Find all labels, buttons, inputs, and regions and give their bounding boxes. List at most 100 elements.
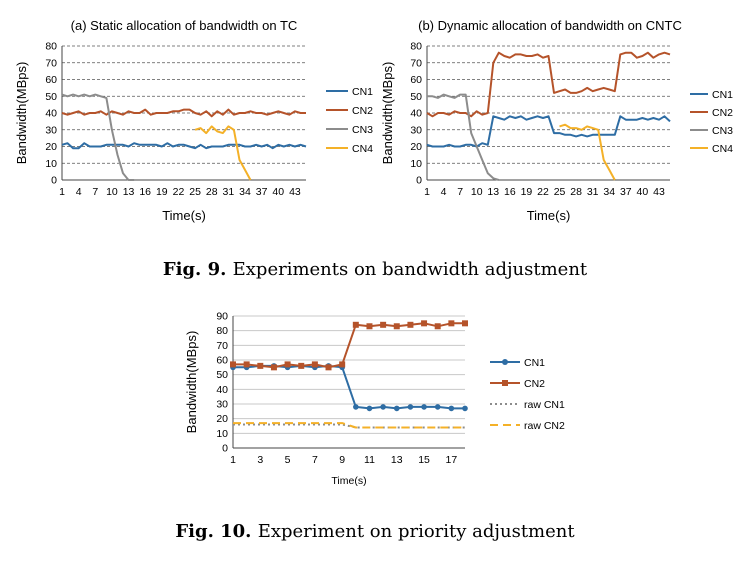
chart-c-xtick-label: 1	[230, 454, 236, 466]
chart-c-series-cn2-point	[230, 361, 236, 368]
chart-a-ylabel: Bandwidth(MBps)	[14, 62, 29, 165]
chart-c-xtick-label: 9	[339, 454, 345, 466]
chart-c-series-cn2-point	[298, 362, 305, 369]
chart-c-ytick-label: 10	[216, 428, 228, 440]
chart-a-ytick-label: 80	[45, 41, 57, 53]
chart-c-series-raw-cn1-line	[233, 423, 465, 429]
chart-a-xtick-label: 13	[123, 186, 135, 198]
chart-b-xtick-label: 10	[471, 186, 483, 198]
chart-c-xtick-label: 3	[257, 454, 263, 466]
chart-a-legend-cn1-label: CN1	[352, 86, 373, 98]
chart-c-legend-cn1-marker	[502, 359, 508, 365]
chart-b-series-cn4-line	[559, 123, 616, 181]
chart-c-series-cn2-point	[284, 361, 291, 368]
chart-b-xtick-label: 13	[487, 186, 499, 198]
chart-b-xtick-label: 25	[554, 186, 566, 198]
chart-a-xtick-label: 31	[223, 186, 235, 198]
chart-c-series-cn2-point	[325, 364, 332, 371]
chart-c-ytick-label: 50	[216, 369, 228, 381]
chart-b-legend-cn4-label: CN4	[712, 143, 733, 155]
chart-a-title: (a) Static allocation of bandwidth on TC	[71, 18, 298, 33]
chart-a-xtick-label: 10	[106, 186, 118, 198]
chart-a-ytick-label: 60	[45, 74, 57, 86]
chart-b-ytick-label: 50	[410, 91, 422, 103]
chart-b-legend-cn2-label: CN2	[712, 107, 733, 119]
chart-c-series-cn2-point	[421, 320, 428, 327]
chart-c-series-cn2-point	[448, 320, 455, 327]
chart-a-xtick-label: 7	[92, 186, 98, 198]
chart-c-ytick-label: 20	[216, 413, 228, 425]
chart-c-xtick-label: 17	[446, 454, 458, 466]
chart-a-series-cn1-line	[61, 142, 307, 150]
chart-c-series-cn1-point	[380, 404, 386, 410]
chart-a-xlabel: Time(s)	[162, 208, 206, 223]
chart-c-series-cn1-point	[462, 405, 468, 412]
chart-c-series-cn2-point	[462, 320, 468, 327]
chart-c-ytick-label: 30	[216, 399, 228, 411]
chart-b-xlabel: Time(s)	[527, 208, 571, 223]
chart-c-series-cn2-point	[339, 361, 346, 368]
chart-c-series-cn2-point	[352, 321, 359, 328]
chart-c-xtick-label: 5	[285, 454, 291, 466]
chart-a-xtick-label: 43	[289, 186, 301, 198]
chart-a-series-cn2-line	[61, 108, 306, 118]
chart-c-series-cn2-point	[434, 323, 441, 330]
chart-a-ytick-label: 30	[45, 124, 57, 136]
chart-c-xtick-label: 15	[418, 454, 430, 466]
fig10-caption-label: Fig. 10.	[175, 521, 258, 542]
chart-a-xtick-label: 4	[76, 186, 82, 198]
fig9-caption: Fig. 9. Experiments on bandwidth adjustm…	[0, 259, 750, 280]
chart-b-ytick-label: 80	[410, 41, 422, 53]
chart-b-ytick-label: 30	[410, 124, 422, 136]
chart-c-series-cn1-point	[353, 404, 359, 410]
chart-b-xtick-label: 40	[637, 186, 649, 198]
fig10-caption: Fig. 10. Experiment on priority adjustme…	[0, 521, 750, 542]
chart-a-xtick-label: 1	[59, 186, 65, 198]
chart-c-ytick-label: 0	[222, 443, 228, 455]
chart-c-series-cn2-point	[311, 361, 318, 368]
chart-c-series-cn2-point	[257, 362, 264, 369]
chart-c-series-cn1-point	[421, 404, 427, 410]
chart-c-series-cn2-point	[407, 321, 414, 328]
chart-c-legend-cn2-marker	[502, 380, 508, 386]
chart-a-xtick-label: 16	[139, 186, 151, 198]
chart-a-series-cn3-line	[61, 93, 135, 181]
chart-a-legend-cn2-label: CN2	[352, 105, 373, 117]
chart-a-xtick-label: 34	[239, 186, 251, 198]
chart-c-series-cn2-point	[243, 361, 250, 368]
chart-a-ytick-label: 40	[45, 108, 57, 120]
chart-c-legend-cn1-label: CN1	[524, 357, 545, 369]
chart-b-legend-cn3-label: CN3	[712, 125, 733, 137]
chart-c-ytick-label: 90	[216, 311, 228, 323]
chart-b-ytick-label: 60	[410, 74, 422, 86]
fig10-caption-text: Experiment on priority adjustment	[257, 521, 575, 542]
chart-b-ytick-label: 0	[416, 175, 422, 187]
chart-b-xtick-label: 19	[521, 186, 533, 198]
chart-a-xtick-label: 19	[156, 186, 168, 198]
chart-c-series-cn2-point	[393, 323, 400, 330]
fig9-caption-text: Experiments on bandwidth adjustment	[232, 259, 588, 280]
chart-a-xtick-label: 28	[206, 186, 218, 198]
chart-b-title: (b) Dynamic allocation of bandwidth on C…	[418, 18, 682, 33]
chart-a-ytick-label: 70	[45, 57, 57, 69]
chart-c-ytick-label: 80	[216, 325, 228, 337]
chart-b-xtick-label: 4	[441, 186, 447, 198]
chart-b-series-cn3-line	[427, 93, 500, 181]
chart-b-ytick-label: 20	[410, 141, 422, 153]
chart-c-legend-raw-cn2-label: raw CN2	[524, 420, 565, 432]
chart-c-ytick-label: 60	[216, 355, 228, 367]
chart-c-series-cn2-point	[366, 323, 373, 330]
fig9-caption-label: Fig. 9.	[162, 259, 233, 280]
chart-a-xtick-label: 25	[189, 186, 201, 198]
chart-b: (b) Dynamic allocation of bandwidth on C…	[380, 18, 733, 223]
chart-b-xtick-label: 16	[504, 186, 516, 198]
chart-a-ytick-label: 20	[45, 141, 57, 153]
chart-b-xtick-label: 43	[653, 186, 665, 198]
chart-c-series-cn1-line	[233, 364, 465, 410]
chart-b-series-cn2-line	[426, 51, 671, 118]
chart-b-ylabel: Bandwidth(MBps)	[380, 62, 395, 165]
chart-a: (a) Static allocation of bandwidth on TC…	[14, 18, 373, 223]
chart-b-xtick-label: 22	[537, 186, 549, 198]
